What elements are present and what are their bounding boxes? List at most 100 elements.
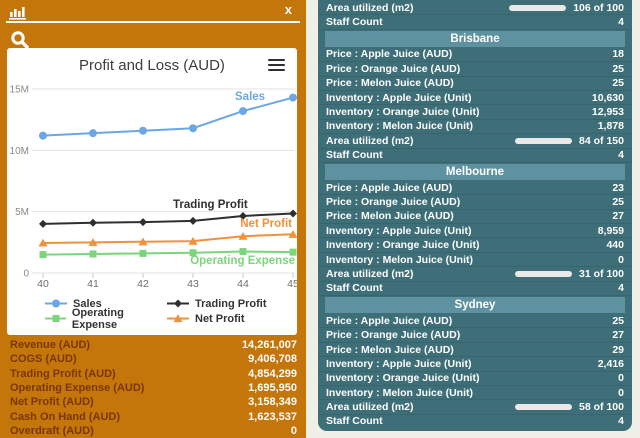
stat-row: Inventory : Apple Juice (Unit) 2,416	[318, 357, 632, 372]
stat-row: Staff Count 4	[318, 415, 632, 428]
chart-plot: 15M 10M 5M 0 40 41 42 43 44 45 Sales Trading Prof…	[7, 78, 299, 293]
progress-bar	[515, 137, 573, 144]
stat-label: Inventory : Melon Juice (Unit)	[326, 120, 474, 133]
stat-value: 4	[618, 282, 624, 295]
progress-bar	[515, 404, 573, 411]
stat-value: 2,416	[597, 357, 624, 370]
stat-row: Inventory : Melon Juice (Unit) 1,878	[318, 120, 632, 135]
svg-text:41: 41	[87, 278, 99, 290]
bar-chart-icon[interactable]	[9, 6, 27, 20]
stat-value: 106 of 100	[573, 1, 624, 14]
svg-text:15M: 15M	[10, 85, 29, 96]
financial-label: COGS (AUD)	[10, 353, 77, 366]
stat-row: Staff Count 4	[318, 149, 632, 163]
stat-label: Area utilized (m2)	[326, 134, 414, 147]
stat-value: 23	[612, 181, 624, 194]
legend-item-operating-expense[interactable]: Operating Expense	[45, 307, 167, 331]
financial-row: Net Profit (AUD) 3,158,349	[10, 395, 297, 409]
stat-value: 29	[612, 343, 624, 356]
financial-value: 3,158,349	[248, 396, 297, 409]
stat-row: Price : Apple Juice (AUD) 18	[318, 48, 632, 63]
stat-value: 10,630	[591, 91, 624, 104]
stat-row: Inventory : Orange Juice (Unit) 0	[318, 372, 632, 386]
legend-item-sales[interactable]: Sales	[45, 297, 167, 310]
financial-row: COGS (AUD) 9,406,708	[10, 352, 297, 366]
stat-value: 0	[618, 386, 624, 399]
location-header-brisbane: Brisbane	[325, 30, 625, 47]
legend-item-net-profit[interactable]: Net Profit	[167, 312, 327, 325]
stat-row: Inventory : Orange Juice (Unit) 440	[318, 238, 632, 253]
svg-text:40: 40	[37, 278, 49, 290]
line-chart-svg: 15M 10M 5M 0 40 41 42 43 44 45	[10, 85, 299, 291]
stat-value: 27	[612, 329, 624, 342]
stat-row: Inventory : Apple Juice (Unit) 10,630	[318, 91, 632, 106]
close-icon[interactable]: x	[284, 2, 292, 17]
financial-value: 14,261,007	[241, 339, 297, 352]
area-utilized-row: Area utilized (m2) 31 of 100	[318, 267, 632, 282]
area-utilized-row: Area utilized (m2) 84 of 150	[318, 134, 632, 149]
stat-row: Inventory : Orange Juice (Unit) 12,953	[318, 105, 632, 120]
toolbar-divider	[6, 21, 300, 23]
stat-row: Price : Apple Juice (AUD) 25	[318, 314, 632, 329]
stat-value: 18	[612, 48, 624, 61]
stat-row: Price : Orange Juice (AUD) 25	[318, 195, 632, 210]
legend-label: Operating Expense	[71, 306, 124, 331]
financial-label: Net Profit (AUD)	[10, 396, 94, 409]
series-label-sales: Sales	[235, 91, 266, 103]
location-header-melbourne: Melbourne	[325, 163, 625, 180]
stat-value: 1,878	[597, 120, 624, 133]
stat-value: 4	[618, 16, 624, 29]
stat-label: Price : Orange Juice (AUD)	[326, 195, 461, 208]
stat-label: Inventory : Orange Juice (Unit)	[326, 239, 480, 252]
stat-value: 4	[618, 149, 624, 162]
stat-label: Staff Count	[326, 149, 383, 162]
profit-loss-chart-card: Profit and Loss (AUD) 15M 10M 5M 0 40 41 42 43 4…	[7, 48, 299, 335]
stat-label: Price : Melon Juice (AUD)	[326, 77, 454, 90]
svg-text:5M: 5M	[15, 207, 29, 218]
stat-value: 84 of 150	[579, 134, 624, 147]
stat-label: Price : Apple Juice (AUD)	[326, 181, 453, 194]
financial-row: Cash On Hand (AUD) 1,623,537	[10, 409, 297, 423]
stat-value: 58 of 100	[579, 401, 624, 414]
search-icon[interactable]	[9, 29, 31, 51]
stat-label: Inventory : Melon Juice (Unit)	[326, 253, 474, 266]
financial-value: 0	[290, 424, 297, 437]
stat-label: Staff Count	[326, 415, 383, 428]
financial-label: Operating Expense (AUD)	[10, 382, 145, 395]
stat-value: 25	[612, 77, 624, 90]
financial-summary-table: Revenue (AUD) 14,261,007 COGS (AUD) 9,406,7…	[10, 338, 297, 438]
stat-label: Price : Apple Juice (AUD)	[326, 48, 453, 61]
svg-text:0: 0	[23, 269, 29, 280]
series-label-trading-profit: Trading Profit	[173, 199, 248, 211]
stat-row: Price : Apple Juice (AUD) 23	[318, 181, 632, 196]
stat-label: Staff Count	[326, 16, 383, 29]
legend-item-trading-profit[interactable]: Trading Profit	[167, 297, 327, 310]
financial-label: Cash On Hand (AUD)	[10, 410, 120, 423]
series-label-operating-expense: Operating Expense	[190, 255, 295, 267]
chart-card-header: Profit and Loss (AUD)	[7, 48, 297, 78]
financial-value: 9,406,708	[248, 353, 297, 366]
financial-label: Overdraft (AUD)	[10, 424, 94, 437]
legend-label: Net Profit	[195, 312, 245, 325]
legend-label: Sales	[73, 297, 102, 310]
financial-row: Revenue (AUD) 14,261,007	[10, 338, 297, 352]
stat-label: Inventory : Apple Juice (Unit)	[326, 224, 472, 237]
stat-value: 0	[618, 372, 624, 385]
stat-label: Price : Apple Juice (AUD)	[326, 314, 453, 327]
hamburger-menu-icon[interactable]	[268, 59, 285, 71]
stat-label: Area utilized (m2)	[326, 267, 414, 280]
financial-value: 1,623,537	[248, 410, 297, 423]
stat-value: 27	[612, 210, 624, 223]
financial-value: 4,854,299	[248, 367, 297, 380]
stat-label: Price : Melon Juice (AUD)	[326, 210, 454, 223]
stat-label: Area utilized (m2)	[326, 401, 414, 414]
stat-row: Price : Orange Juice (AUD) 25	[318, 62, 632, 77]
stat-value: 25	[612, 314, 624, 327]
stat-value: 0	[618, 253, 624, 266]
stat-label: Inventory : Apple Juice (Unit)	[326, 91, 472, 104]
stat-row: Price : Melon Juice (AUD) 29	[318, 343, 632, 358]
progress-bar	[515, 270, 573, 277]
stat-value: 25	[612, 195, 624, 208]
stat-row: Price : Orange Juice (AUD) 27	[318, 328, 632, 343]
stat-row: Inventory : Melon Juice (Unit) 0	[318, 386, 632, 401]
